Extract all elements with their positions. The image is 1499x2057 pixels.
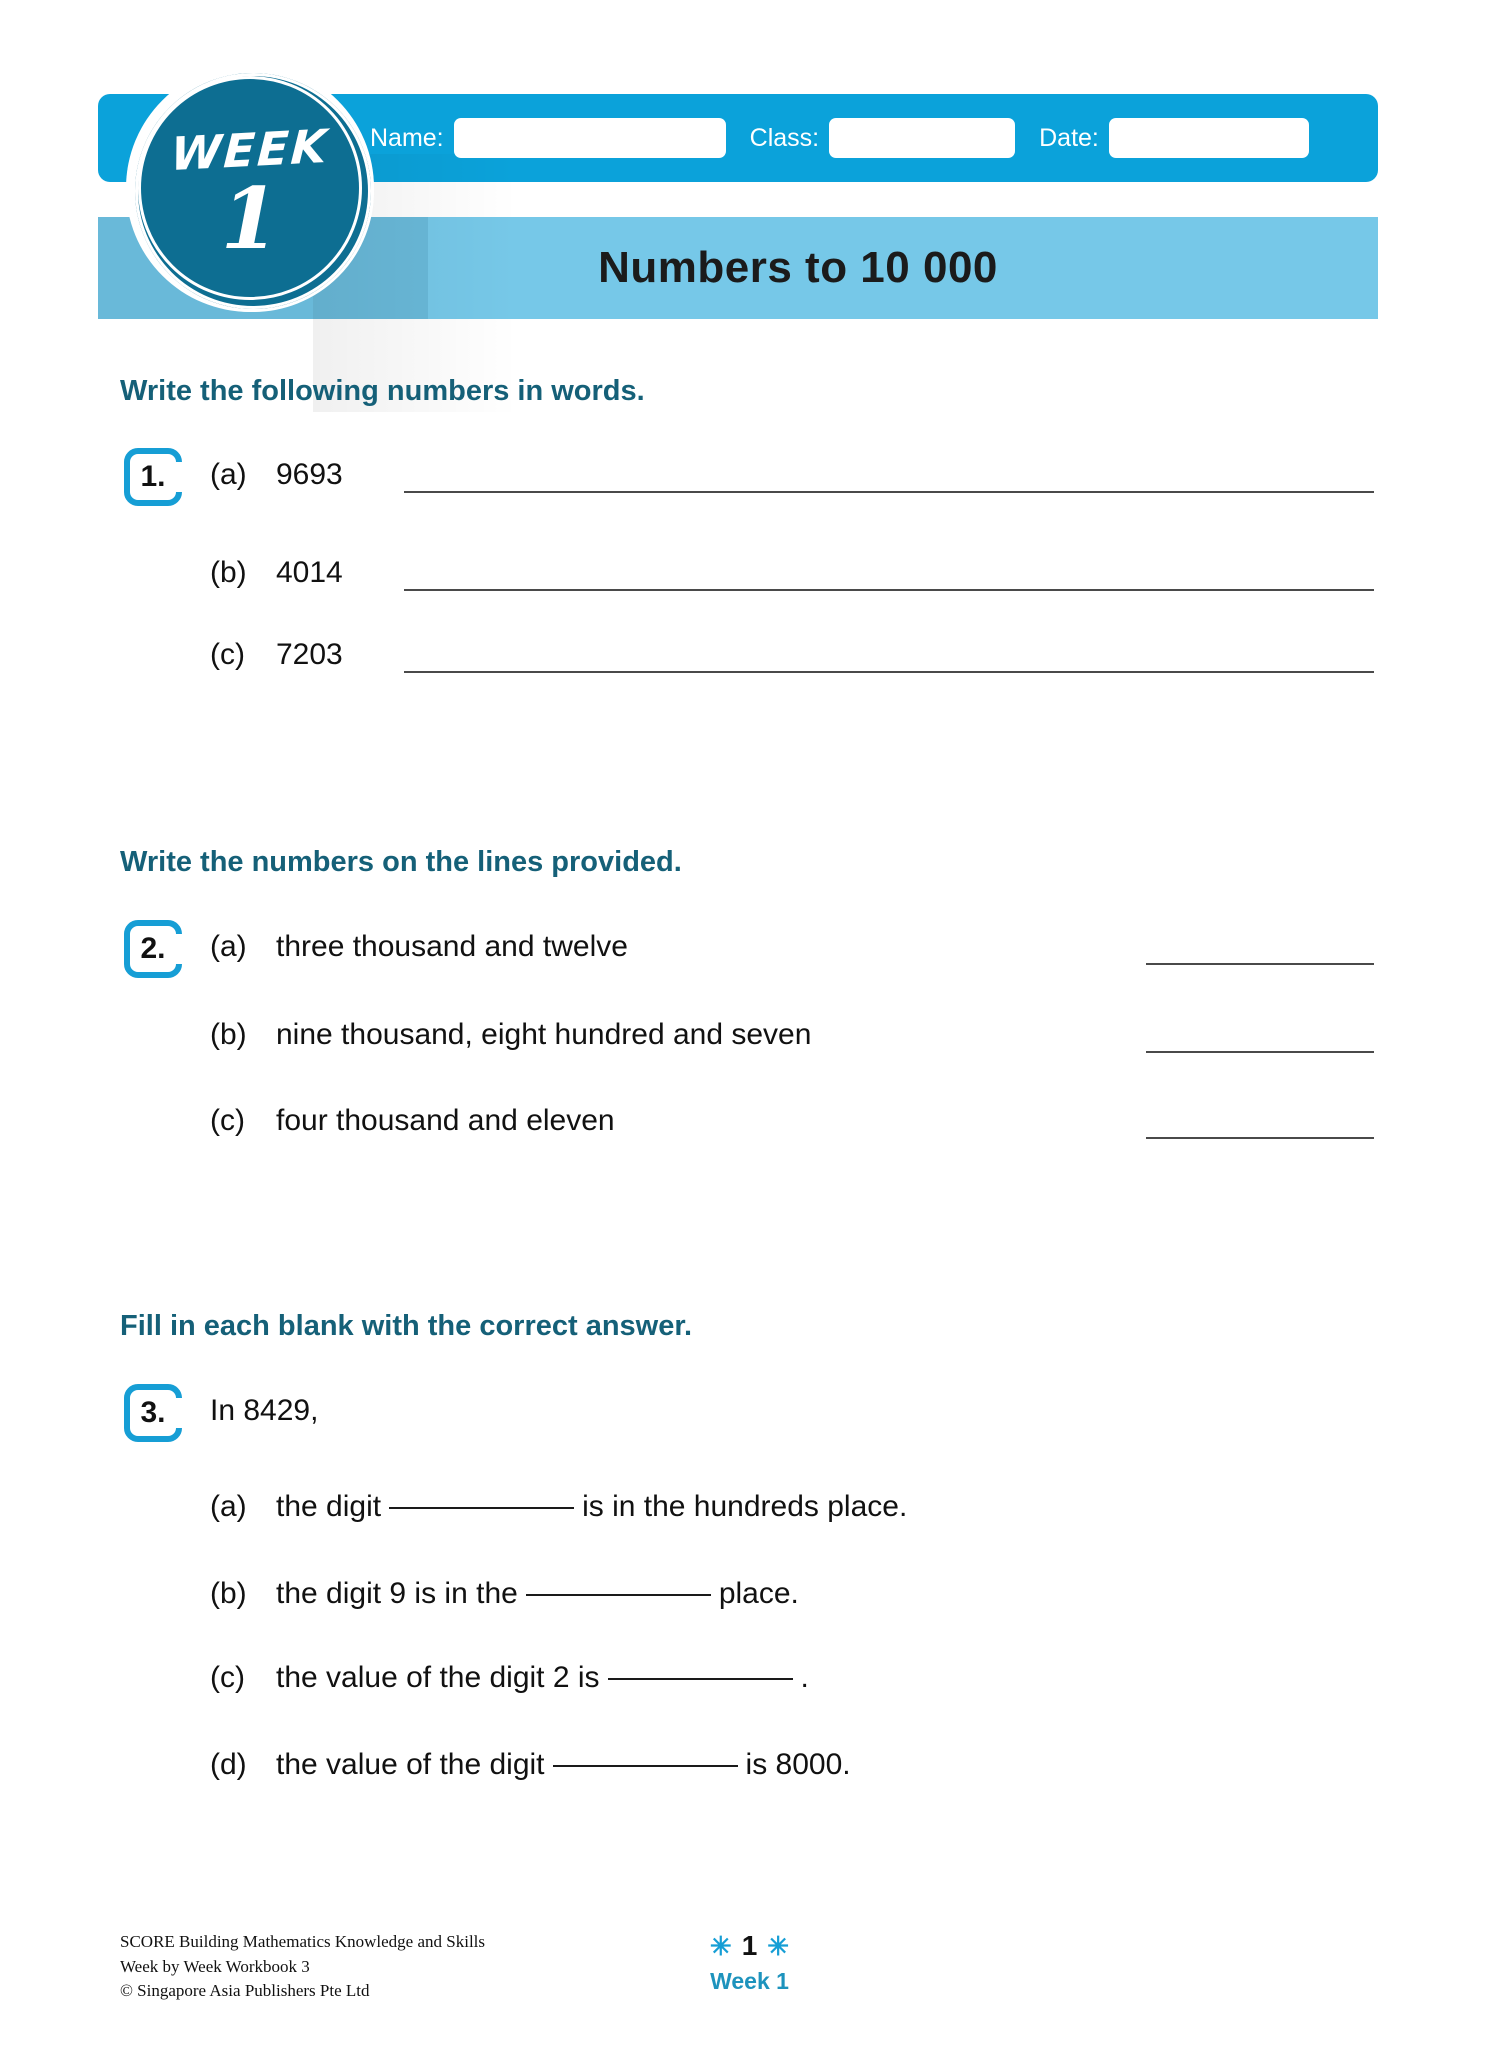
question-1b: (b) 4014 [210,556,343,590]
item-text-before: the digit 9 is in the [276,1577,518,1610]
week-badge: WEEK 1 [126,64,374,312]
answer-line-1a[interactable] [404,490,1374,493]
answer-line-1c[interactable] [404,670,1374,673]
badge-week-word: WEEK [169,119,331,182]
section-heading-2: Write the numbers on the lines provided. [120,846,682,878]
section-heading-3: Fill in each blank with the correct answ… [120,1310,693,1342]
answer-blank-3b[interactable] [525,1593,711,1596]
item-text-before: the value of the digit [276,1748,545,1781]
star-icon-left: ✳ [709,1931,732,1961]
footer-credits: SCORE Building Mathematics Knowledge and… [120,1930,485,2004]
answer-line-2c[interactable] [1146,1136,1374,1139]
item-letter: (c) [210,1661,245,1694]
question-3b: (b) the digit 9 is in the place. [210,1577,799,1611]
bracket-gap-bottom-right [173,1406,185,1428]
question-number-3: 3. [124,1384,185,1442]
item-letter: (b) [210,1577,247,1610]
section-heading-1: Write the following numbers in words. [120,375,645,407]
page-number: 1 [741,1930,758,1961]
answer-blank-3c[interactable] [607,1677,793,1680]
answer-blank-3d[interactable] [552,1764,738,1767]
date-input[interactable] [1108,118,1309,158]
footer-line-1: SCORE Building Mathematics Knowledge and… [120,1932,486,1951]
item-words-value: nine thousand, eight hundred and seven [276,1018,812,1051]
footer-line-3: © Singapore Asia Publishers Pte Ltd [120,1981,370,2001]
question-3c: (c) the value of the digit 2 is . [210,1661,809,1695]
item-text-after: is 8000. [745,1748,851,1781]
item-letter: (c) [210,638,245,671]
item-letter: (b) [210,556,247,589]
item-words-value: four thousand and eleven [276,1104,615,1137]
worksheet-header: Numbers to 10 000 Name: Class: Date: WEE… [98,64,1378,412]
question-3a: (a) the digit is in the hundreds place. [210,1490,907,1524]
footer-pagination: ✳ 1 ✳ Week 1 [0,1930,1499,1995]
item-letter: (c) [210,1104,245,1137]
item-text-before: the digit [276,1490,382,1523]
question-number-1-label: 1. [140,460,166,493]
badge-week-number: 1 [220,169,280,269]
date-label: Date: [1039,123,1099,152]
student-info-fields: Name: Class: Date: [370,94,1378,182]
item-letter: (a) [210,1490,247,1523]
name-input[interactable] [453,118,726,158]
item-number-value: 4014 [276,556,343,589]
item-words-value: three thousand and twelve [276,930,628,963]
class-input[interactable] [829,118,1016,158]
question-number-1: 1. [124,448,185,506]
bracket-gap-bottom-right [173,942,185,964]
bracket-gap-bottom-right [173,470,185,492]
question-number-3-label: 3. [140,1396,166,1429]
question-3d: (d) the value of the digit is 8000. [210,1748,851,1782]
star-icon-right: ✳ [767,1931,790,1961]
page-title: Numbers to 10 000 [598,243,998,292]
item-text-after: . [800,1661,809,1694]
answer-blank-3a[interactable] [389,1506,575,1509]
question-3-stem: In 8429, [210,1394,318,1428]
answer-line-2b[interactable] [1146,1050,1374,1053]
footer-week-label: Week 1 [710,1968,789,1994]
badge-inner: WEEK 1 [138,76,362,300]
item-number-value: 7203 [276,638,343,671]
question-3-stem-text: In 8429, [210,1394,319,1427]
item-letter: (b) [210,1018,247,1051]
item-text-after: is in the hundreds place. [582,1490,908,1523]
item-text-before: the value of the digit 2 is [276,1661,600,1694]
footer-line-2: Week by Week Workbook 3 [120,1956,310,1976]
item-letter: (d) [210,1748,247,1781]
answer-line-2a[interactable] [1146,962,1374,965]
page-number-row: ✳ 1 ✳ [710,1930,789,1962]
name-label: Name: [370,123,444,152]
question-1c: (c) 7203 [210,638,343,672]
item-text-after: place. [718,1577,799,1610]
answer-line-1b[interactable] [404,588,1374,591]
question-1a: (a) 9693 [210,458,343,492]
page-footer: SCORE Building Mathematics Knowledge and… [0,1930,1499,2040]
question-2c: (c) four thousand and eleven [210,1104,615,1138]
item-letter: (a) [210,458,247,491]
question-number-2-label: 2. [140,932,166,965]
question-number-2: 2. [124,920,185,978]
class-label: Class: [749,123,820,152]
item-number-value: 9693 [276,458,343,491]
question-2a: (a) three thousand and twelve [210,930,628,964]
question-2b: (b) nine thousand, eight hundred and sev… [210,1018,811,1052]
item-letter: (a) [210,930,247,963]
